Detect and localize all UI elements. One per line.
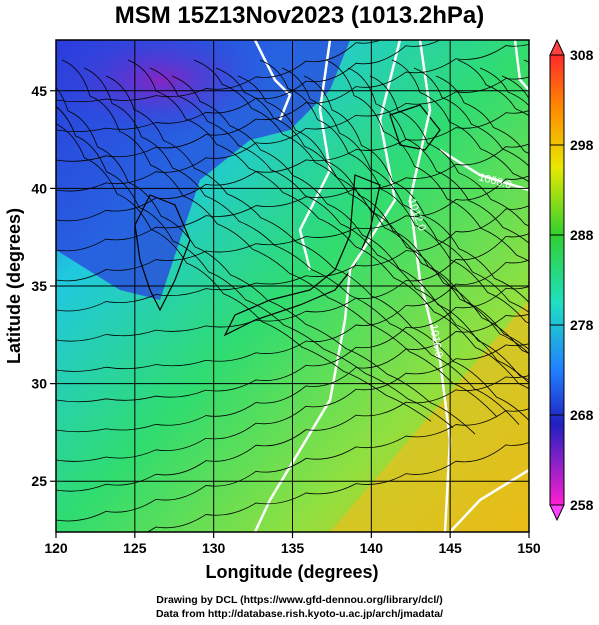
- y-axis-label: Latitude (degrees): [4, 208, 24, 364]
- y-tick-label: 35: [31, 278, 47, 294]
- credit-drawing: Drawing by DCL (https://www.gfd-dennou.o…: [156, 594, 443, 606]
- coldest-region: [56, 40, 270, 135]
- chart-title: MSM 15Z13Nov2023 (1013.2hPa): [114, 2, 485, 29]
- streamline-41: [146, 441, 529, 532]
- x-axis-label: Longitude (degrees): [205, 562, 378, 582]
- isobar-1: [253, 40, 292, 121]
- x-tick-label: 125: [123, 540, 147, 556]
- x-tick-label: 150: [517, 540, 541, 556]
- streamline-13: [281, 67, 529, 313]
- streamline-7: [149, 67, 529, 384]
- isobar-7: [449, 468, 529, 532]
- streamline-11: [237, 75, 529, 350]
- x-tick-label: 140: [360, 540, 384, 556]
- streamline-2: [56, 87, 476, 435]
- streamline-38: [56, 343, 529, 462]
- y-tick-label: 25: [31, 473, 47, 489]
- streamline-36: [56, 286, 529, 403]
- streamline-8: [171, 75, 529, 381]
- streamline-16: [347, 67, 529, 244]
- streamline-29: [56, 76, 529, 192]
- streamline-28: [56, 43, 529, 162]
- y-tick-label: 45: [31, 83, 47, 99]
- lat-lon-grid: [56, 40, 529, 532]
- streamline-20: [435, 75, 529, 154]
- streamline-10: [215, 67, 529, 355]
- colorbar-tick-label: 308: [570, 47, 594, 63]
- streamline-5: [105, 75, 529, 421]
- streamline-32: [56, 175, 529, 282]
- colorbar-bottom-arrow: [549, 504, 565, 522]
- streamline-35: [56, 259, 529, 372]
- x-axis-ticks: 120 125 130 135 140 145 150: [44, 532, 541, 556]
- streamline-21: [457, 59, 529, 117]
- isobar-3: [253, 40, 402, 532]
- streamline-6: [127, 59, 529, 390]
- credit-data: Data from http://database.rish.kyoto-u.a…: [155, 608, 444, 620]
- hokkaido-coastline: [389, 104, 441, 151]
- streamline-27: [56, 40, 441, 133]
- colorbar-tick-label: 298: [570, 137, 594, 153]
- isobar-5: [439, 148, 529, 192]
- x-tick-label: 120: [44, 540, 68, 556]
- streamline-19: [413, 67, 529, 167]
- streamline-1: [56, 106, 454, 428]
- japan-coastline: [223, 174, 381, 337]
- wind-streamlines: [56, 40, 529, 532]
- colorbar-tick-label: 268: [570, 407, 594, 423]
- x-tick-label: 145: [438, 540, 462, 556]
- streamline-3: [61, 59, 498, 418]
- y-tick-label: 30: [31, 376, 47, 392]
- colorbar-ticks: 308 298 288 278 268 258: [550, 47, 594, 513]
- streamline-31: [56, 143, 529, 252]
- streamline-0: [56, 123, 432, 422]
- streamline-9: [193, 59, 529, 355]
- streamline-37: [56, 313, 529, 433]
- streamline-30: [56, 110, 529, 222]
- colorbar-top-arrow: [549, 38, 565, 56]
- colorbar-tick-label: 278: [570, 317, 594, 333]
- streamline-26: [56, 40, 382, 103]
- colorbar-tick-label: 258: [570, 497, 594, 513]
- streamline-18: [391, 59, 529, 183]
- x-tick-label: 135: [281, 540, 305, 556]
- colorbar-scale: [549, 54, 565, 506]
- colorbar-tick-label: 288: [570, 227, 594, 243]
- colorbar: 308 298 288 278 268 258: [549, 38, 594, 522]
- streamline-4: [83, 67, 520, 425]
- streamline-40: [56, 408, 529, 522]
- streamline-14: [303, 75, 529, 304]
- isobar-6: [513, 40, 529, 91]
- streamline-34: [56, 232, 529, 342]
- x-tick-label: 130: [202, 540, 226, 556]
- y-axis-ticks: 25 30 35 40 45: [31, 83, 56, 489]
- streamline-15: [325, 59, 529, 262]
- contour-label-1016: 1016.0: [427, 323, 445, 358]
- y-tick-label: 40: [31, 180, 47, 196]
- map-plot-area: 1008.0 1012.0 1016.0: [56, 40, 529, 532]
- isobar-2: [298, 40, 332, 271]
- streamline-33: [56, 205, 529, 312]
- streamline-17: [369, 75, 529, 227]
